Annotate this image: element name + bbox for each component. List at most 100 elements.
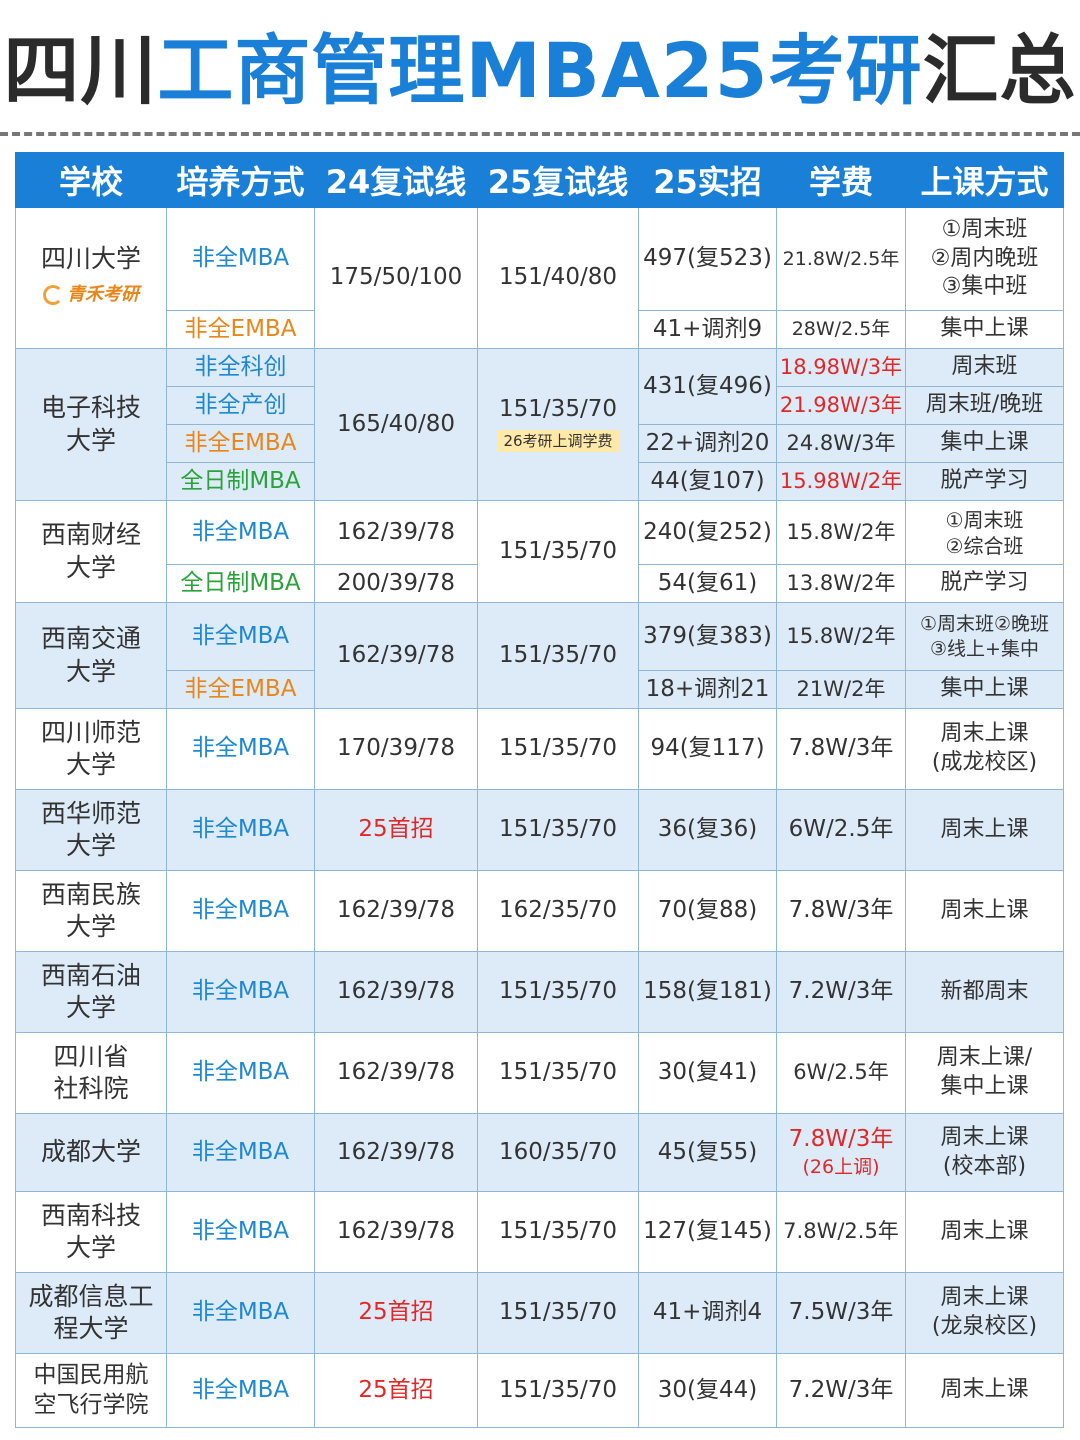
school-name-line: 大学 (65, 993, 116, 1022)
title-part3: 汇总 (922, 26, 1077, 115)
enroll-cell: 94(复117) (638, 708, 777, 790)
enroll-cell: 497(复523) (638, 207, 777, 311)
school-cell: 电子科技 大学 (15, 348, 167, 501)
line25-cell: 151/35/70 (477, 789, 639, 871)
class-line: 集中上课 (940, 1074, 1029, 1099)
class-line: ①周末班 (941, 217, 1028, 243)
class-cell: 新都周末 (905, 951, 1064, 1033)
fee-cell: 7.8W/3年 (776, 708, 906, 790)
fee-cell: 24.8W/3年 (776, 424, 906, 463)
enroll-cell: 54(复61) (638, 564, 777, 603)
enroll-cell: 41+调剂9 (638, 310, 777, 349)
line24-cell: 25首招 (314, 1353, 478, 1428)
fee-cell: 21.98W/3年 (776, 386, 906, 425)
enroll-cell: 30(复41) (638, 1032, 777, 1114)
enroll-cell: 240(复252) (638, 500, 777, 565)
class-cell: 周末上课 (905, 870, 1064, 952)
school-name-line: 大学 (65, 425, 116, 455)
class-cell: ①周末班②晚班 ③线上+集中 (905, 602, 1064, 671)
line25-cell: 151/35/70 (477, 1191, 639, 1273)
school-cell: 西南石油 大学 (15, 951, 167, 1033)
line25-cell: 151/35/70 (477, 1353, 639, 1428)
mode-cell: 非全产创 (166, 386, 315, 425)
enroll-cell: 45(复55) (638, 1113, 777, 1192)
school-name-line: 四川省 (53, 1041, 129, 1071)
class-line: ③线上+集中 (930, 637, 1039, 660)
school-cell: 四川大学 青禾考研 (15, 207, 167, 349)
school-name-line: 大学 (65, 831, 116, 860)
fee-cell: 7.2W/3年 (776, 1353, 906, 1428)
mode-cell: 非全MBA (166, 500, 315, 565)
table-row: 四川大学 青禾考研 非全MBA 175/50/100 151/40/80 497… (15, 207, 1064, 349)
school-name-line: 程大学 (53, 1314, 129, 1343)
mode-cell: 全日制MBA (166, 462, 315, 501)
line24-cell: 170/39/78 (314, 708, 478, 790)
school-cell: 成都信息工 程大学 (15, 1272, 167, 1354)
line24-cell: 175/50/100 (314, 207, 478, 349)
mode-cell: 非全MBA (166, 1191, 315, 1273)
fee-cell: 7.8W/3年 (26上调) (776, 1113, 906, 1192)
line24-cell: 162/39/78 (314, 1032, 478, 1114)
class-line: 周末上课 (940, 721, 1029, 747)
school-name-line: 四川师范 (40, 717, 141, 747)
school-name-line: 西南财经 (40, 520, 141, 549)
mode-cell: 非全MBA (166, 1113, 315, 1192)
class-line: ①周末班②晚班 (919, 612, 1050, 635)
table-header-row: 学校 培养方式 24复试线 25复试线 25实招 学费 上课方式 (15, 152, 1064, 208)
title-part2: 工商管理MBA25考研 (157, 26, 923, 115)
fee-value: 7.8W/3年 (788, 1126, 894, 1153)
line24-cell: 162/39/78 (314, 951, 478, 1033)
mode-cell: 非全MBA (166, 1272, 315, 1354)
line25-cell: 160/35/70 (477, 1113, 639, 1192)
school-name-line: 西南民族 (40, 879, 141, 909)
enroll-cell: 127(复145) (638, 1191, 777, 1273)
class-line: (龙泉校区) (931, 1314, 1038, 1339)
line24-cell: 162/39/78 (314, 1191, 478, 1273)
mode-cell: 非全MBA (166, 870, 315, 952)
school-name-line: 西华师范 (40, 798, 141, 828)
page-title: 四川 工商管理MBA25考研 汇总 (0, 0, 1080, 128)
enroll-cell: 30(复44) (638, 1353, 777, 1428)
school-cell: 西南民族 大学 (15, 870, 167, 952)
class-cell: 周末上课 (905, 1191, 1064, 1273)
line25-cell: 162/35/70 (477, 870, 639, 952)
table-row: 电子科技 大学 非全科创 165/40/80 151/35/70 26考研上调学… (15, 348, 1064, 501)
table-row: 西南科技 大学 非全MBA 162/39/78 151/35/70 127(复1… (15, 1191, 1064, 1273)
enroll-cell: 158(复181) (638, 951, 777, 1033)
class-line: ③集中班 (941, 274, 1028, 300)
school-cell: 四川师范 大学 (15, 708, 167, 790)
mode-cell: 非全MBA (166, 207, 315, 311)
logo-icon (43, 284, 63, 305)
fee-cell: 7.8W/3年 (776, 870, 906, 952)
enroll-cell: 36(复36) (638, 789, 777, 871)
class-cell: 脱产学习 (905, 462, 1064, 501)
line24-cell: 25首招 (314, 1272, 478, 1354)
fee-cell: 15.8W/2年 (776, 602, 906, 671)
class-cell: 集中上课 (905, 424, 1064, 463)
class-cell: 周末班/晚班 (905, 386, 1064, 425)
line24-cell: 200/39/78 (314, 564, 478, 603)
enroll-cell: 379(复383) (638, 602, 777, 671)
header-school: 学校 (15, 152, 167, 208)
fee-cell: 15.98W/2年 (776, 462, 906, 501)
mode-cell: 非全MBA (166, 708, 315, 790)
fee-cell: 13.8W/2年 (776, 564, 906, 603)
line25-cell: 151/35/70 (477, 602, 639, 709)
header-fee: 学费 (776, 152, 906, 208)
table-row: 西南财经 大学 非全MBA 162/39/78 151/35/70 240(复2… (15, 500, 1064, 603)
class-line: 周末上课 (940, 1124, 1029, 1150)
school-name-line: 大学 (65, 656, 116, 686)
mode-cell: 非全MBA (166, 951, 315, 1033)
header-class: 上课方式 (905, 152, 1064, 208)
school-cell: 西华师范 大学 (15, 789, 167, 871)
mode-cell: 非全科创 (166, 348, 315, 387)
mode-cell: 非全MBA (166, 602, 315, 671)
school-name-line: 大学 (65, 750, 116, 779)
line25-cell: 151/35/70 (477, 500, 639, 603)
school-name-line: 大学 (65, 1233, 116, 1262)
fee-cell: 7.5W/3年 (776, 1272, 906, 1354)
class-line: ②周内晚班 (930, 245, 1039, 271)
enroll-cell: 18+调剂21 (638, 670, 777, 709)
fee-cell: 18.98W/3年 (776, 348, 906, 387)
fee-increase-note: 26考研上调学费 (497, 429, 619, 452)
